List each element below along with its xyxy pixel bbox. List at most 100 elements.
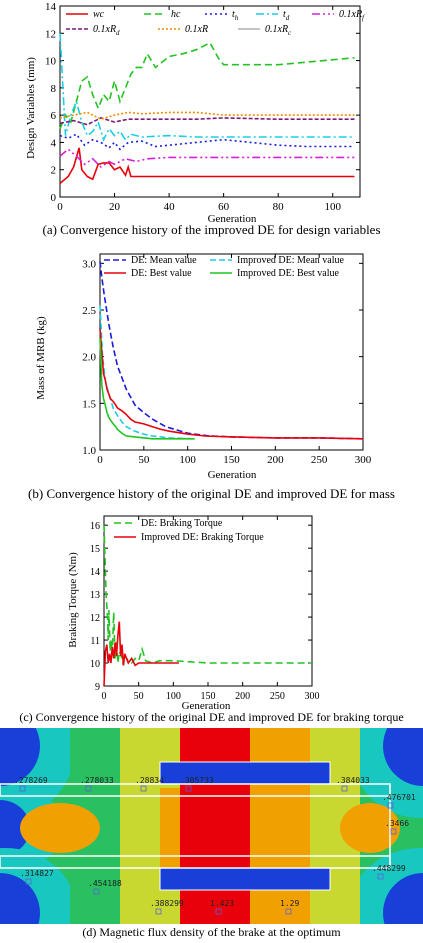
chart-design-variables: Design Variables (mm) Generation 0 20 40 60…: [25, 1, 365, 225]
legend-label: DE: Best value: [131, 268, 192, 279]
flux-density-map: .278269 .278033 .28834 .305733 .384033 .47670…: [0, 728, 423, 924]
legend-label: 0.1xR: [185, 24, 208, 35]
y-tick-label: 9: [95, 682, 100, 693]
y-tick-label: 13: [90, 590, 100, 601]
y-axis-label-b: Mass of MRB (kg): [35, 316, 47, 400]
legend-label: hc: [171, 9, 181, 20]
flux-probe-marker: [215, 908, 222, 915]
flux-zone: [180, 728, 250, 924]
legend-label-sub: d: [116, 29, 120, 37]
flux-probe-marker: [341, 785, 348, 792]
legend-label: 0.1xRf: [339, 9, 365, 22]
series-line-6: [59, 111, 355, 121]
series-line-1: [59, 41, 355, 130]
legend-label: 0.1xRc: [265, 24, 292, 37]
chart-braking-torque: Braking Torque (Nm) Generation 0 50 100 150…: [67, 515, 320, 712]
flux-probe-marker: [93, 888, 100, 895]
flux-zone: [160, 788, 180, 868]
y-tick-label: 2.5: [82, 305, 96, 317]
flux-probe-marker: [285, 908, 292, 915]
y-tick-label: 6: [51, 110, 57, 122]
plot-frame: [59, 5, 361, 198]
x-tick-label: 300: [355, 454, 372, 466]
series-line-2: [99, 328, 364, 440]
flux-probe-marker: [140, 785, 147, 792]
flux-value-label: .476701: [382, 793, 416, 802]
x-tick-label: 0: [57, 201, 63, 213]
caption-b: (b) Convergence history of the original …: [28, 486, 395, 501]
legend-label-base: 0.1xR: [185, 24, 208, 35]
x-tick-label: 300: [305, 691, 320, 702]
series-line-4: [59, 148, 355, 169]
y-tick-label: 16: [90, 521, 100, 532]
y-tick-label: 14: [90, 567, 100, 578]
flux-zone: [0, 873, 40, 924]
caption-d: (d) Magnetic flux density of the brake a…: [82, 925, 341, 939]
flux-value-label: .3466: [385, 819, 409, 828]
legend-label-base: 0.1xR: [265, 24, 288, 35]
legend-label: DE: Mean value: [131, 255, 197, 266]
flux-value-label: .305733: [180, 776, 214, 785]
x-tick-label: 40: [164, 201, 176, 213]
series-line-1: [103, 621, 179, 687]
legend-label: td: [283, 9, 290, 22]
x-tick-label: 100: [324, 201, 341, 213]
series-line-0: [99, 261, 364, 440]
flux-value-label: .28834: [135, 776, 164, 785]
x-tick-label: 50: [134, 691, 144, 702]
x-tick-label: 100: [166, 691, 181, 702]
flux-zone: [250, 728, 310, 924]
legend-label-base: t: [232, 9, 235, 20]
y-tick-label: 15: [90, 544, 100, 555]
flux-probe-marker: [85, 785, 92, 792]
flux-probe-marker: [19, 785, 26, 792]
x-tick-label: 250: [270, 691, 285, 702]
y-tick-label: 3.0: [82, 258, 96, 270]
flux-probe-marker: [387, 802, 394, 809]
chart-mass: Mass of MRB (kg) Generation 0 50 100 150 200…: [35, 253, 372, 481]
flux-value-label: .384033: [336, 776, 370, 785]
legend-label-base: wc: [93, 9, 105, 20]
y-axis-label-a: Design Variables (mm): [25, 57, 37, 159]
x-tick-label: 60: [218, 201, 230, 213]
series-line-0: [103, 525, 312, 666]
flux-zone: [383, 728, 423, 786]
x-tick-label: 0: [97, 454, 103, 466]
y-tick-label: 8: [51, 83, 57, 95]
flux-probe-marker: [155, 908, 162, 915]
y-tick-label: 0: [51, 192, 57, 204]
y-tick-label: 12: [45, 28, 56, 40]
flux-value-label: .314827: [20, 869, 54, 878]
y-axis-label-c: Braking Torque (Nm): [67, 552, 79, 648]
legend-label-sub: c: [288, 29, 292, 37]
legend-label-sub: f: [362, 14, 365, 22]
legend-label: Improved DE: Best value: [237, 268, 339, 279]
legend-label-sub: d: [286, 14, 290, 22]
x-tick-label: 80: [273, 201, 285, 213]
legend-label: 0.1xRd: [93, 24, 120, 37]
y-tick-label: 12: [90, 613, 100, 624]
x-axis-label-b: Generation: [208, 469, 257, 481]
x-axis-label-c: Generation: [182, 700, 231, 712]
y-tick-label: 11: [90, 636, 100, 647]
flux-zone: [383, 873, 423, 924]
flux-probe-marker: [377, 873, 384, 880]
x-tick-label: 200: [235, 691, 250, 702]
series-line-0: [59, 147, 355, 185]
legend-label: wc: [93, 9, 105, 20]
legend-label-base: 0.1xR: [339, 9, 362, 20]
x-tick-label: 250: [311, 454, 328, 466]
series-line-2: [59, 133, 355, 151]
y-tick-label: 1.5: [82, 398, 96, 410]
series-line-3: [59, 33, 355, 142]
x-axis-label-a: Generation: [208, 213, 257, 225]
x-tick-label: 200: [267, 454, 284, 466]
flux-probe-marker: [185, 785, 192, 792]
legend-label: Improved DE: Braking Torque: [141, 532, 264, 543]
y-tick-label: 1.0: [82, 445, 96, 457]
flux-value-label: .278033: [80, 776, 114, 785]
legend-label: Improved DE: Mean value: [237, 255, 344, 266]
flux-value-label: .388299: [150, 899, 184, 908]
y-tick-label: 4: [51, 137, 57, 149]
y-tick-label: 10: [45, 56, 57, 68]
